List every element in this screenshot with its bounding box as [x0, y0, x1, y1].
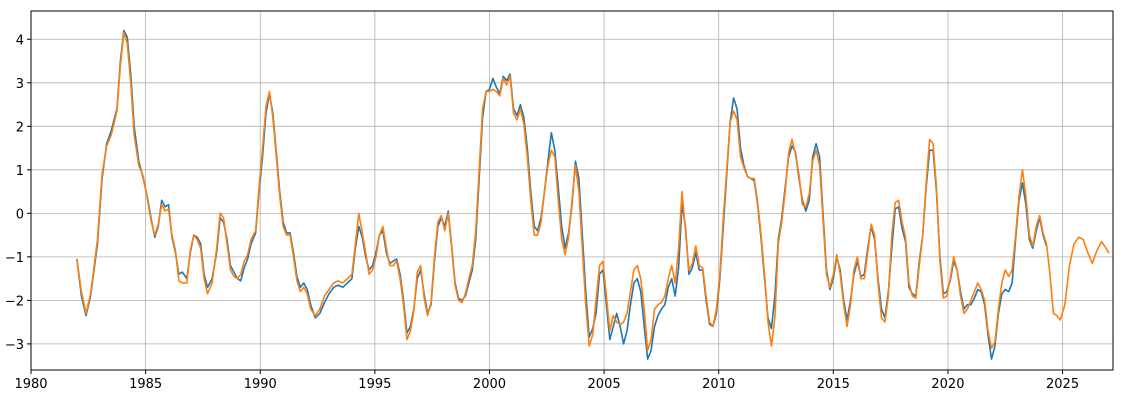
x-tick-label: 2015: [817, 377, 850, 392]
series-line: [76, 31, 1110, 352]
plot-frame: [30, 10, 1114, 371]
grid: [30, 11, 1113, 370]
x-tick-label: 1980: [14, 377, 47, 392]
x-tick-label: 1985: [129, 377, 162, 392]
x-tick-label: 2025: [1046, 377, 1079, 392]
x-tick-label: 2005: [588, 377, 621, 392]
y-tick-label: −1: [5, 251, 24, 266]
axis-ticks: [27, 38, 1064, 374]
tick-labels: 1980 1985 1990 1995 2000 2005 2010 2015 2020 2025…: [5, 33, 1079, 392]
y-tick-label: 0: [16, 207, 24, 222]
x-tick-label: 2020: [931, 377, 964, 392]
y-tick-label: −2: [5, 294, 24, 309]
series-lines: [76, 29, 1110, 360]
x-tick-label: 2010: [702, 377, 735, 392]
y-tick-label: 2: [16, 120, 24, 135]
x-tick-label: 1995: [358, 377, 391, 392]
y-tick-label: 1: [16, 164, 24, 179]
x-tick-label: 2000: [473, 377, 506, 392]
y-tick-label: −3: [5, 338, 24, 353]
series-line: [76, 29, 1048, 360]
x-tick-label: 1990: [244, 377, 277, 392]
y-tick-label: 3: [16, 77, 24, 92]
y-tick-label: 4: [16, 33, 24, 48]
